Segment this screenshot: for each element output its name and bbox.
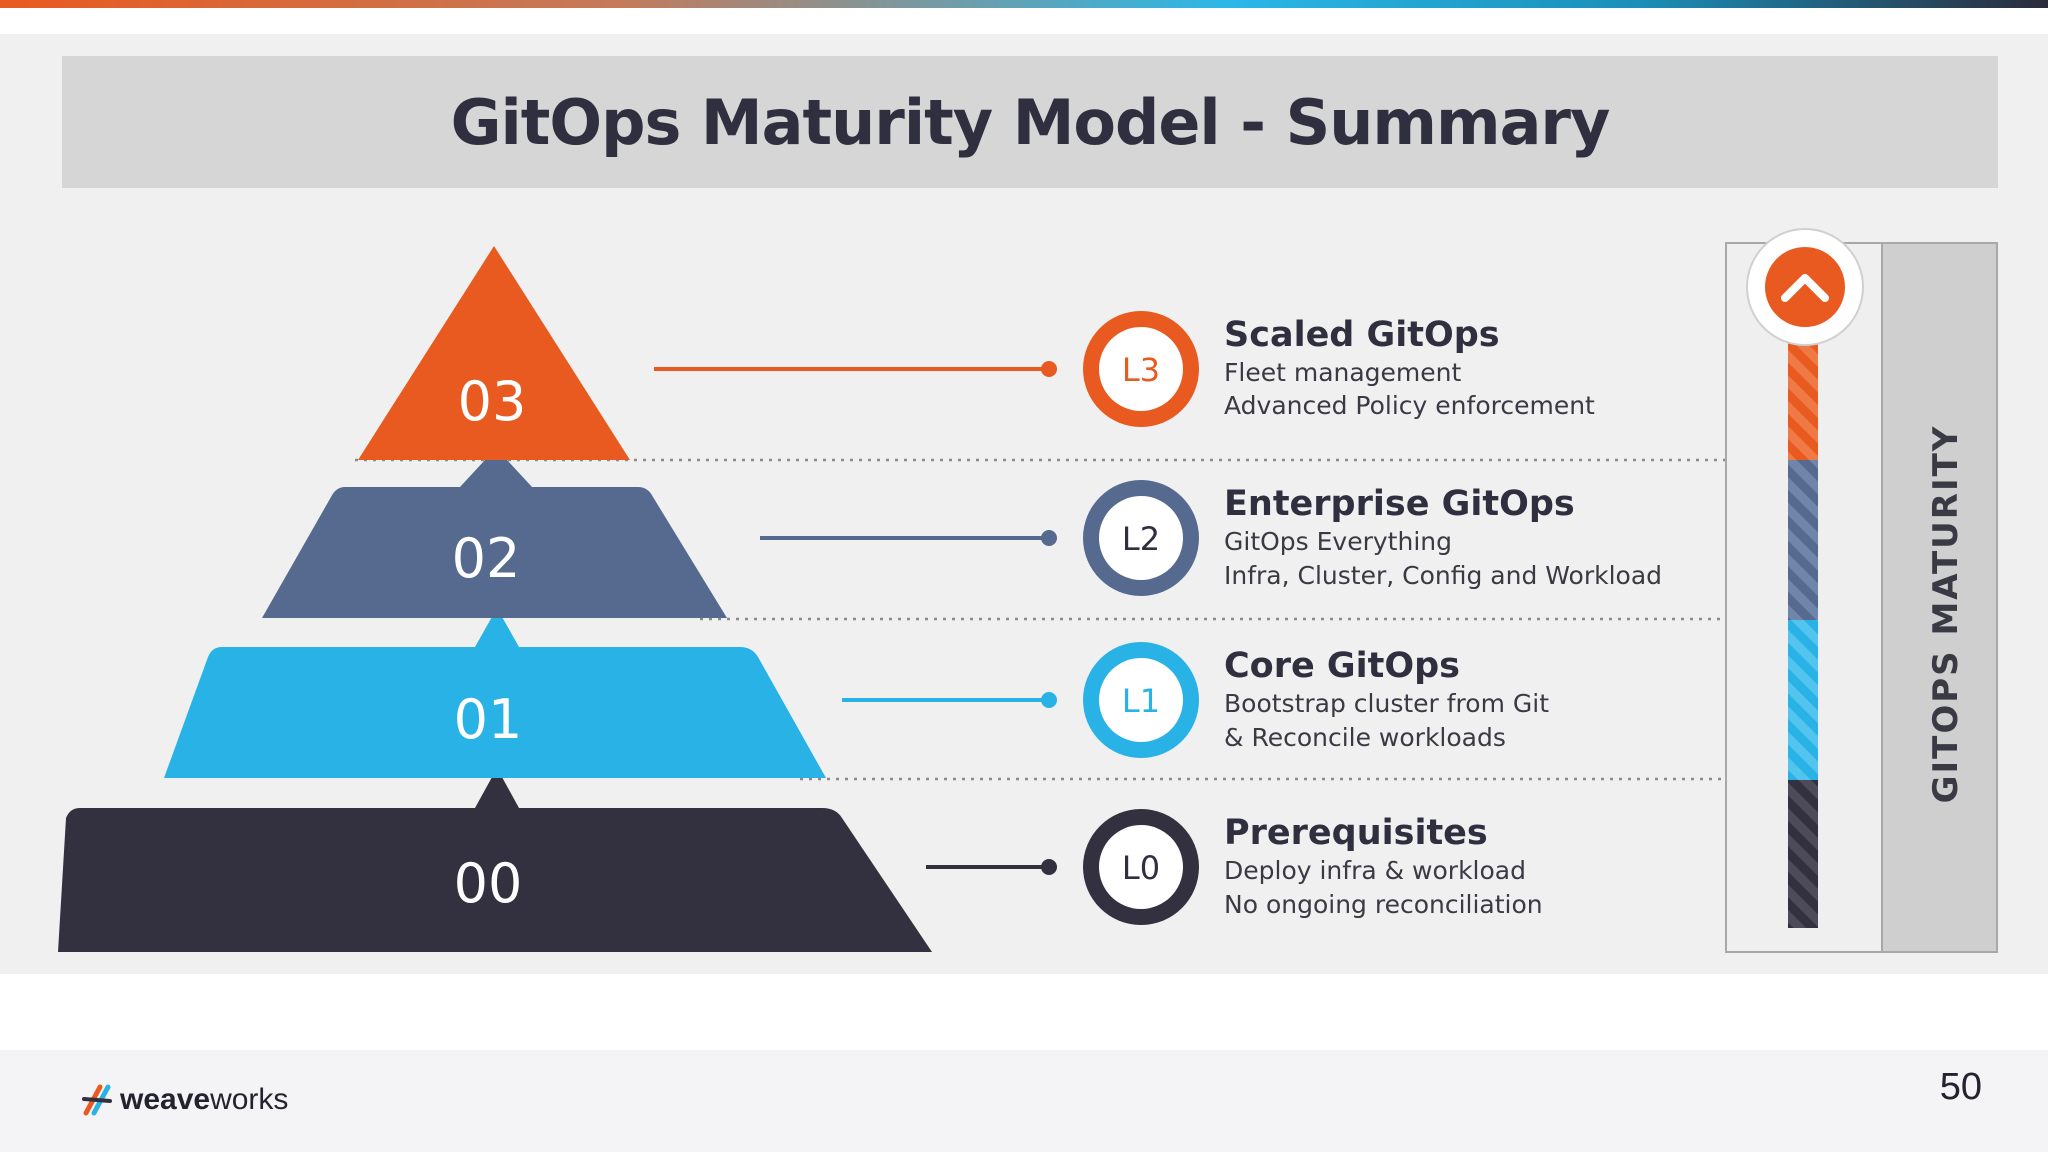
level-info-l3: Scaled GitOps Fleet management Advanced …: [1224, 315, 1595, 420]
meter-segment-l2: [1788, 460, 1818, 620]
level-title: Prerequisites: [1224, 813, 1488, 853]
level-description: No ongoing reconciliation: [1224, 890, 1543, 919]
meter-segment-l0: [1788, 780, 1818, 928]
level-badge-l3: L3: [1083, 311, 1199, 427]
connector-l1: [842, 692, 1057, 708]
page-title: GitOps Maturity Model - Summary: [450, 85, 1611, 159]
pyramid-level-number: 03: [458, 370, 527, 433]
level-description: GitOps Everything: [1224, 527, 1452, 556]
connector-l2: [760, 530, 1057, 546]
connector-l3: [654, 361, 1057, 377]
brand-name-rest: works: [210, 1083, 289, 1116]
weaveworks-logo-icon: [82, 1084, 112, 1116]
badge-label: L0: [1122, 849, 1160, 887]
pyramid-level-00: 00: [58, 768, 932, 952]
level-info-l1: Core GitOps Bootstrap cluster from Git &…: [1224, 646, 1549, 752]
pyramid-level-01: 01: [164, 608, 826, 778]
maturity-axis-label: GITOPS MATURITY: [1926, 425, 1966, 804]
level-info-l2: Enterprise GitOps GitOps Everything Infr…: [1224, 484, 1662, 590]
level-info-l0: Prerequisites Deploy infra & workload No…: [1224, 813, 1543, 919]
meter-segment-l3: [1788, 330, 1818, 460]
level-description: Advanced Policy enforcement: [1224, 391, 1595, 420]
pyramid-level-number: 00: [454, 852, 523, 915]
level-badge-l0: L0: [1083, 809, 1199, 925]
chevron-up-icon: [1746, 228, 1864, 346]
level-title: Core GitOps: [1224, 646, 1460, 686]
pyramid-level-03: 03: [358, 246, 630, 460]
badge-label: L1: [1122, 682, 1160, 720]
level-badge-l2: L2: [1083, 480, 1199, 596]
maturity-meter: GITOPS MATURITY: [1725, 228, 1998, 953]
pyramid-level-02: 02: [262, 448, 727, 618]
page-number: 50: [1939, 1066, 1982, 1108]
level-description: & Reconcile workloads: [1224, 723, 1506, 752]
brand-logo: weaveworks: [80, 1080, 288, 1120]
badge-label: L3: [1122, 351, 1160, 389]
footer-bar: [0, 1050, 2048, 1152]
level-description: Infra, Cluster, Config and Workload: [1224, 561, 1662, 590]
top-accent-bar: [0, 0, 2048, 8]
level-description: Bootstrap cluster from Git: [1224, 689, 1549, 718]
level-description: Deploy infra & workload: [1224, 856, 1526, 885]
level-title: Enterprise GitOps: [1224, 484, 1575, 524]
brand-name-bold: weave: [120, 1083, 211, 1116]
meter-segment-l1: [1788, 620, 1818, 780]
title-band: GitOps Maturity Model - Summary: [62, 56, 1998, 188]
connector-l0: [926, 859, 1057, 875]
badge-label: L2: [1122, 520, 1160, 558]
level-badge-l1: L1: [1083, 642, 1199, 758]
level-description: Fleet management: [1224, 358, 1462, 387]
pyramid-level-number: 02: [452, 527, 521, 590]
pyramid-level-number: 01: [454, 688, 523, 751]
level-title: Scaled GitOps: [1224, 315, 1500, 355]
